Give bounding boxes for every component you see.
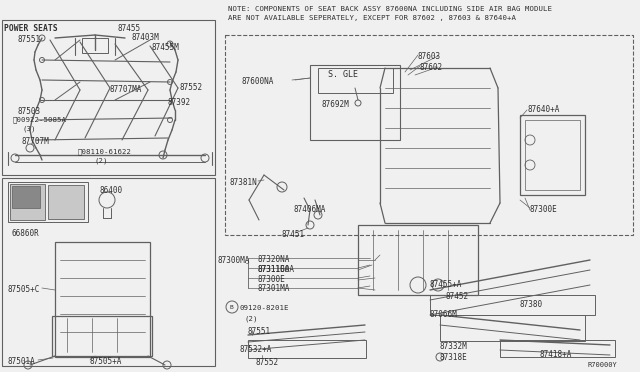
Bar (8, 182, 88, 222)
Text: 87551: 87551 (18, 35, 41, 44)
Text: 87455M: 87455M (151, 43, 179, 52)
Text: 66860R: 66860R (12, 229, 40, 238)
Text: 87551: 87551 (248, 327, 271, 336)
Text: 87300E: 87300E (530, 205, 557, 214)
Bar (12, 186, 40, 208)
Text: 87552: 87552 (255, 358, 278, 367)
Text: R70000Y: R70000Y (588, 362, 618, 368)
Text: Ⓢ08110-61622: Ⓢ08110-61622 (78, 148, 132, 155)
Text: 87552: 87552 (179, 83, 202, 92)
Bar (358, 225, 478, 295)
Text: 87602: 87602 (420, 63, 443, 72)
Text: 87451: 87451 (282, 230, 305, 239)
Text: 87418+A: 87418+A (540, 350, 572, 359)
Text: 09120-8201E: 09120-8201E (240, 305, 289, 311)
Bar (525, 120, 580, 190)
Text: 87380: 87380 (520, 300, 543, 309)
Bar (48, 185, 84, 219)
Bar (2, 178, 215, 366)
Text: 87455: 87455 (118, 24, 141, 33)
Text: NOTE: COMPONENTS OF SEAT BACK ASSY 87600NA INCLUDING SIDE AIR BAG MODULE: NOTE: COMPONENTS OF SEAT BACK ASSY 87600… (228, 6, 552, 12)
Text: 87532+A: 87532+A (240, 345, 273, 354)
Text: 87406MA: 87406MA (294, 205, 326, 214)
Bar (2, 20, 215, 175)
Text: 87505+A: 87505+A (90, 357, 122, 366)
Bar (10, 184, 45, 220)
Text: 87318E: 87318E (440, 353, 468, 362)
Text: ARE NOT AVAILABLE SEPERATELY, EXCEPT FOR 87602 , 87603 & 87640+A: ARE NOT AVAILABLE SEPERATELY, EXCEPT FOR… (228, 15, 516, 21)
Bar (82, 38, 108, 53)
Text: B: B (230, 305, 234, 310)
Text: S. GLE: S. GLE (328, 70, 358, 79)
Bar (225, 35, 633, 235)
Text: Ⓥ00922-5085A: Ⓥ00922-5085A (13, 116, 67, 123)
Text: 87692M: 87692M (322, 100, 349, 109)
Text: 87332M: 87332M (440, 342, 468, 351)
Text: 87301MA: 87301MA (258, 284, 291, 293)
Text: 87300MA: 87300MA (218, 256, 250, 265)
Text: 87503: 87503 (18, 107, 41, 116)
Text: 87505+C: 87505+C (8, 285, 40, 294)
Bar (500, 340, 615, 357)
Text: (3): (3) (22, 126, 35, 132)
Text: (2): (2) (95, 158, 109, 164)
Text: 87311Б0A: 87311Б0A (258, 265, 295, 274)
Text: POWER SEATS: POWER SEATS (4, 24, 58, 33)
Text: 86400: 86400 (100, 186, 123, 195)
Text: 87381N: 87381N (230, 178, 258, 187)
Bar (520, 115, 585, 195)
Bar (318, 68, 393, 93)
Bar (310, 65, 400, 140)
Text: 87066M: 87066M (430, 310, 458, 319)
Bar (52, 316, 152, 356)
Text: 87455+A: 87455+A (430, 280, 462, 289)
Text: 87707M: 87707M (22, 137, 50, 146)
Text: (2): (2) (245, 315, 259, 321)
Text: 87603: 87603 (418, 52, 441, 61)
Text: 87320NA: 87320NA (258, 255, 291, 264)
Text: 87403M: 87403M (132, 33, 160, 42)
Text: 87392: 87392 (168, 98, 191, 107)
Text: 87640+A: 87640+A (528, 105, 561, 114)
Text: 873110A: 873110A (258, 265, 291, 274)
Bar (430, 295, 595, 315)
Bar (248, 340, 366, 358)
Text: 87501A: 87501A (8, 357, 36, 366)
Bar (440, 315, 585, 341)
Text: 87452: 87452 (445, 292, 468, 301)
Bar (55, 242, 150, 357)
Text: 87707MA: 87707MA (110, 85, 142, 94)
Text: 87300E: 87300E (258, 275, 285, 284)
Text: 87600NA: 87600NA (242, 77, 275, 86)
